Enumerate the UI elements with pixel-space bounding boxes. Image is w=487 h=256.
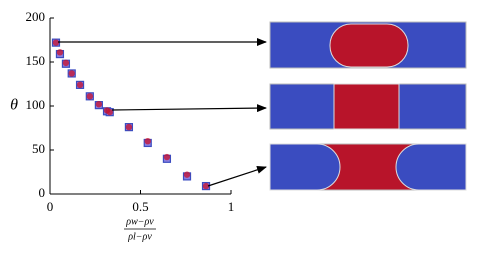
arrows [58,38,267,187]
x-label-numerator: ρw−ρv [125,216,154,227]
y-tick-label: 50 [32,141,45,156]
point [68,70,75,77]
x-tick-label: 0.5 [132,199,148,214]
x-tick-label: 1 [228,199,235,214]
point [52,39,60,46]
point [86,93,94,100]
x-tick-label: 0 [47,199,54,214]
x-label-denominator: ρl−ρv [127,231,152,242]
plot: 0 50 100 150 200 0 0.5 1 θ ρw−ρv ρl−ρv [10,9,234,242]
point [56,49,64,56]
point [125,123,133,131]
y-tick-label: 150 [26,53,46,68]
y-axis-label: θ [10,97,18,114]
point [95,101,103,108]
arrow [207,166,267,187]
y-tick-label: 0 [39,185,46,200]
point [183,171,191,178]
point [62,59,70,67]
snapshot-3 [269,143,467,191]
point [76,81,84,89]
y-tick-label: 100 [26,97,46,112]
point [202,182,210,190]
point [144,138,151,145]
y-tick-label: 200 [26,9,46,24]
snapshot-1 [269,21,467,69]
snapshot-2 [269,83,467,130]
arrow [111,104,267,113]
point [106,108,113,116]
point [163,153,171,161]
